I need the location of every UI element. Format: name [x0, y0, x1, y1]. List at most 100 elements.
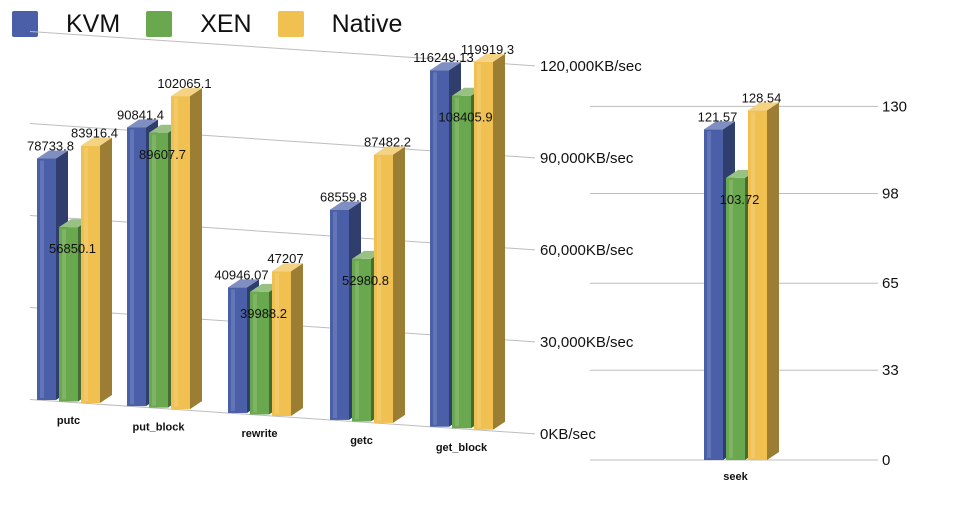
category-label-get-block: get_block — [436, 442, 488, 454]
value-label-putc-native: 83916.4 — [71, 126, 118, 141]
bar-highlight — [253, 293, 257, 413]
value-label-rewrite-native: 47207 — [267, 251, 303, 266]
bar-put-block-native — [171, 88, 202, 410]
y-tick-label-main-1: 30,000KB/sec — [540, 334, 634, 351]
bar-highlight — [729, 179, 733, 459]
bar-highlight — [355, 260, 359, 420]
gridline-main-4 — [29, 30, 536, 67]
value-label-getc-native: 87482.2 — [364, 135, 411, 150]
y-axis-ticks: 0KB/sec 30,000KB/sec 60,000KB/sec 90,000KB/… — [540, 58, 907, 469]
bar-highlight — [174, 98, 178, 408]
y-tick-label-seek-0: 0 — [882, 452, 890, 469]
value-labels: 78733.8 56850.1 83916.4 90841.4 89607.7 10206… — [27, 42, 781, 321]
bar-highlight — [40, 160, 44, 398]
gridline-main-0 — [29, 399, 536, 435]
bar-highlight — [152, 134, 156, 406]
value-label-get-block-xen: 108405.9 — [438, 110, 492, 125]
bar-get-block-native — [474, 53, 505, 430]
value-label-put-block-xen: 89607.7 — [139, 147, 186, 162]
category-label-seek: seek — [723, 471, 748, 483]
y-tick-label-seek-4: 130 — [882, 98, 907, 115]
bar-front — [726, 177, 745, 461]
legend-item-kvm: KVM — [12, 10, 120, 39]
bar-front — [452, 95, 471, 429]
bar-front — [330, 209, 349, 420]
bar-top — [228, 279, 259, 288]
y-tick-label-seek-1: 33 — [882, 362, 899, 379]
bar-top — [704, 121, 735, 130]
bar-side — [291, 263, 303, 416]
value-label-seek-xen: 103.72 — [720, 192, 760, 207]
legend-label-kvm: KVM — [66, 9, 121, 38]
bar-top — [748, 102, 779, 111]
y-tick-label-main-0: 0KB/sec — [540, 426, 596, 443]
bar-seek-native — [748, 102, 779, 460]
category-label-rewrite: rewrite — [241, 428, 277, 440]
bar-front — [272, 271, 291, 416]
legend-swatch-native — [277, 11, 304, 37]
value-label-seek-kvm: 121.57 — [698, 109, 738, 124]
value-label-getc-xen: 52980.8 — [342, 273, 389, 288]
bar-top — [430, 62, 461, 71]
bar-highlight — [84, 147, 88, 401]
bar-highlight — [707, 131, 711, 459]
bar-front — [374, 154, 393, 423]
bar-top — [474, 53, 505, 62]
bar-top — [127, 119, 158, 128]
category-label-getc: getc — [350, 435, 373, 447]
y-tick-label-seek-2: 65 — [882, 275, 899, 292]
bar-side — [100, 137, 112, 403]
bar-highlight — [455, 97, 459, 427]
value-label-putc-xen: 56850.1 — [49, 241, 96, 256]
bar-side — [393, 146, 405, 423]
bar-top — [37, 150, 68, 159]
bar-top — [374, 146, 405, 155]
value-label-rewrite-kvm: 40946.07 — [214, 267, 268, 282]
legend-item-native: Native — [277, 9, 403, 39]
category-label-put-block: put_block — [133, 421, 186, 433]
bar-front — [127, 127, 146, 407]
bar-highlight — [333, 211, 337, 418]
bar-highlight — [130, 129, 134, 405]
bar-front — [171, 96, 190, 410]
bar-highlight — [275, 273, 279, 414]
legend-label-native: Native — [331, 9, 403, 38]
bar-highlight — [433, 72, 437, 425]
bar-highlight — [377, 156, 381, 421]
y-tick-label-seek-3: 98 — [882, 185, 899, 202]
legend-item-xen: XEN — [146, 9, 252, 39]
bar-side — [767, 102, 779, 460]
category-label-putc: putc — [57, 415, 80, 427]
legend-swatch-xen — [146, 11, 173, 37]
y-tick-label-main-2: 60,000KB/sec — [540, 242, 634, 259]
value-label-get-block-kvm: 116249.13 — [413, 50, 474, 65]
bar-front — [37, 158, 56, 400]
bars — [37, 53, 779, 461]
bar-highlight — [751, 112, 755, 458]
bar-front — [81, 145, 100, 403]
bar-side — [190, 88, 202, 410]
legend: KVM XEN Native — [12, 6, 428, 42]
legend-label-xen: XEN — [200, 9, 252, 38]
value-label-rewrite-xen: 39988.2 — [240, 306, 287, 321]
bar-getc-native — [374, 146, 405, 423]
bar-top — [81, 137, 112, 146]
bar-front — [748, 110, 767, 460]
bar-top — [171, 88, 202, 97]
bar-putc-native — [81, 137, 112, 403]
value-label-put-block-kvm: 90841.4 — [117, 108, 164, 123]
value-label-put-block-native: 102065.1 — [157, 76, 211, 91]
value-label-get-block-native: 119919.3 — [461, 42, 514, 57]
bar-top — [330, 201, 361, 210]
bar-highlight — [62, 229, 66, 400]
bar-rewrite-native — [272, 263, 303, 416]
bar-front — [704, 129, 723, 461]
bar-top — [272, 263, 303, 272]
y-tick-label-main-3: 90,000KB/sec — [540, 150, 634, 167]
value-label-seek-native: 128.54 — [742, 90, 782, 105]
bar-side — [493, 53, 505, 430]
value-label-getc-kvm: 68559.8 — [320, 190, 367, 205]
value-label-putc-kvm: 78733.8 — [27, 139, 74, 154]
